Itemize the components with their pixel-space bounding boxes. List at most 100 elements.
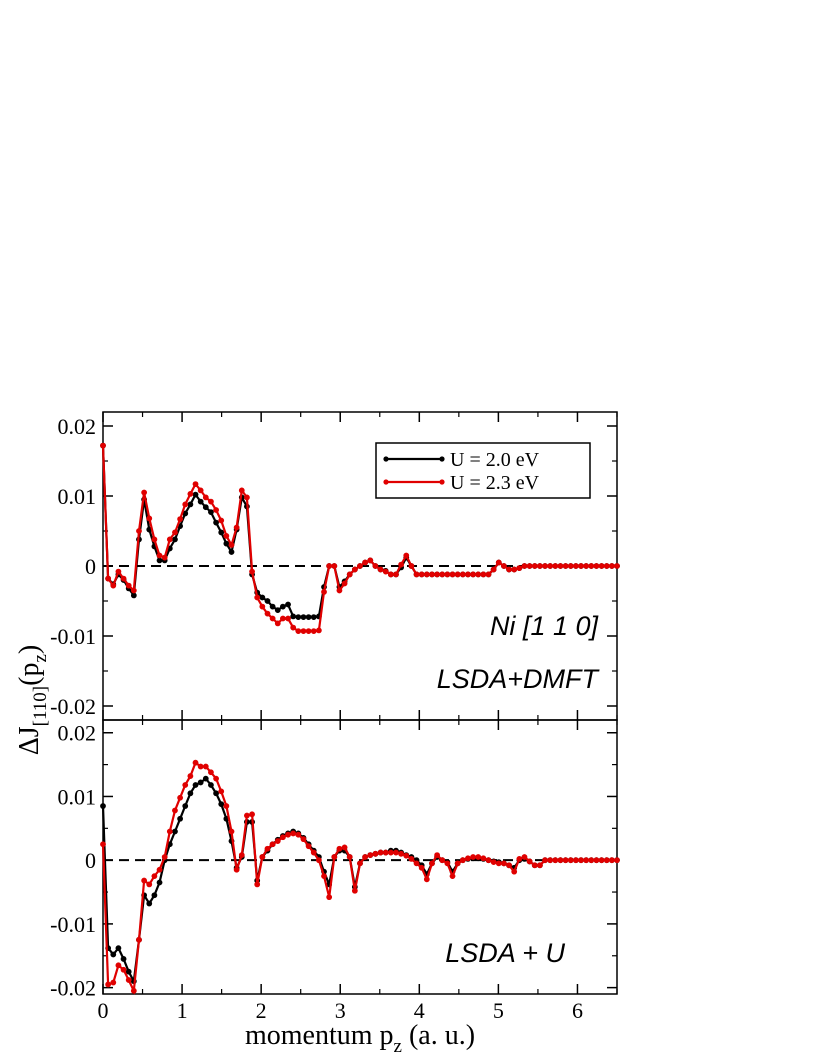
data-point [490,859,497,865]
y-tick-label: 0.01 [58,484,97,509]
data-point [202,763,209,770]
data-point [315,857,322,864]
legend-label: U = 2.0 eV [450,449,540,471]
data-point [408,563,415,569]
data-point [300,836,307,843]
data-point [141,877,148,884]
data-point [321,873,327,880]
data-point [182,782,189,788]
data-point [274,838,281,844]
data-point [120,575,127,582]
data-point [459,857,466,864]
data-point [470,571,476,578]
data-point [608,857,615,864]
data-point [125,968,132,975]
data-point [403,552,410,559]
data-point [218,529,225,536]
y-axis-label-sub2: z [30,654,51,662]
data-point [331,854,338,860]
y-axis-label-main: ΔJ [14,726,45,755]
data-point [521,563,528,569]
data-point [506,566,512,573]
data-point [547,857,554,864]
data-point [321,589,327,595]
data-point [274,607,281,613]
data-point [151,873,158,880]
annotation-lsda-dmft: LSDA+DMFT [437,664,601,694]
data-point [146,900,153,907]
data-point [223,803,230,809]
data-point [120,966,127,973]
x-axis-label-end: (a. u.) [402,1020,475,1051]
y-axis-label-end: ) [14,645,45,654]
data-point [110,979,117,986]
data-point [351,887,358,894]
data-point [264,610,271,617]
data-point [578,563,584,569]
data-point [526,858,533,865]
data-point [197,498,204,505]
data-point [285,601,291,608]
data-point [537,563,543,569]
data-point [259,854,266,860]
x-tick-label: 4 [414,998,425,1023]
data-point [213,790,219,797]
data-point [346,571,353,578]
data-point [192,782,199,788]
data-point [151,892,158,899]
data-point [202,494,209,501]
data-point [187,773,194,779]
data-point [501,860,507,867]
data-point [295,831,302,838]
x-axis-label-sub: z [394,1036,402,1057]
data-point [593,563,600,569]
data-point [465,855,471,862]
data-point [125,977,132,983]
data-point [197,779,204,786]
data-point [331,563,338,569]
legend-marker [383,479,389,485]
data-point [372,850,379,857]
y-tick-label: -0.02 [50,694,96,719]
legend-marker [439,456,445,462]
data-point [233,524,240,531]
data-point [603,563,610,569]
data-point [310,614,317,620]
data-point [439,857,446,864]
data-point [192,491,199,498]
data-point [567,857,574,864]
data-point [177,815,183,822]
data-point [367,852,374,858]
data-point [423,876,430,883]
data-point [398,561,405,568]
data-point [413,860,420,867]
data-point [475,571,482,578]
data-point [449,873,456,880]
data-point [608,563,615,569]
data-point [208,498,214,505]
data-point [254,594,261,601]
data-point [192,481,199,487]
data-point [136,936,142,943]
x-axis-label-main: momentum p [245,1020,394,1051]
data-point [228,828,235,835]
data-point [480,855,487,862]
data-point [105,575,112,582]
data-point [130,987,137,994]
panel-top: 0.02 0.01 0 -0.01 -0.02 Ni [1 1 0] LSDA+DMFT U … [50,411,620,721]
data-point [182,501,189,508]
data-point [213,507,219,513]
data-point [557,563,564,569]
data-point [526,563,533,569]
y-tick-label: 0.02 [58,414,97,439]
data-point [516,856,523,862]
data-point [485,857,492,864]
legend-marker [383,456,389,462]
data-point [459,571,466,578]
legend-marker [439,479,445,485]
data-point [223,533,230,539]
data-point [192,759,199,766]
data-point [377,566,384,573]
data-point [279,615,286,622]
